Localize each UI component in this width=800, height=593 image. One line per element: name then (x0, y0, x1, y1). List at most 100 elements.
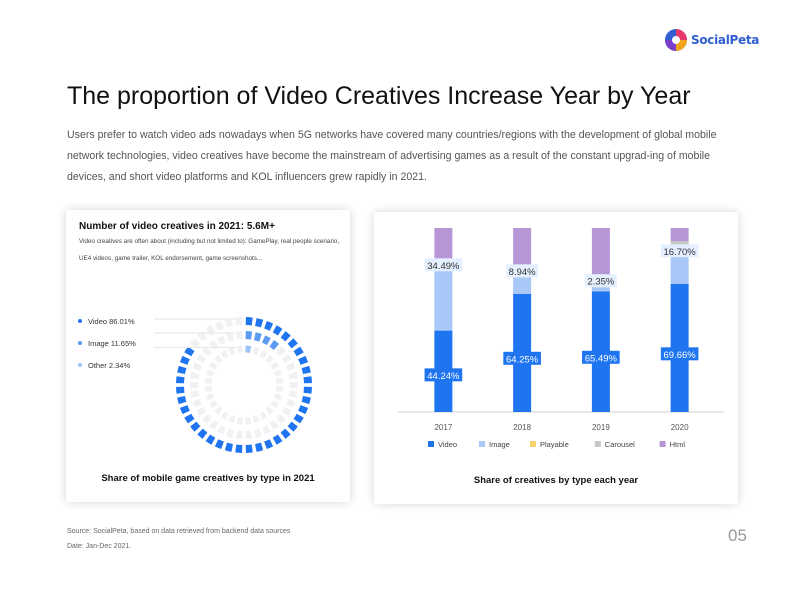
donut-segment (179, 355, 190, 365)
legend-dot-image (78, 341, 82, 345)
donut-segment (235, 430, 243, 439)
donut-segment (196, 406, 207, 417)
donut-segment (177, 365, 187, 374)
data-label-image: 8.94% (506, 264, 539, 278)
donut-segment (272, 434, 283, 445)
donut-segment (253, 428, 262, 438)
donut-segment (245, 331, 253, 340)
legend-item-other: Other 2.34% (78, 354, 136, 376)
legend-label: Html (670, 440, 686, 449)
donut-segment (293, 413, 304, 424)
donut-segment (228, 414, 236, 424)
donut-segment (245, 317, 253, 326)
data-label-box (660, 244, 699, 258)
data-label-text: 34.49% (427, 261, 460, 272)
donut-segment (209, 361, 218, 370)
data-label-image: 16.70% (660, 244, 699, 258)
donut-segment (224, 442, 233, 452)
data-label-image: 2.35% (584, 274, 617, 288)
legend-label-other: Other 2.34% (88, 360, 131, 370)
donut-segment (208, 420, 219, 430)
donut-segment (255, 318, 264, 328)
bar-caption: Share of creatives by type each year (473, 475, 639, 486)
x-tick-label: 2018 (513, 423, 531, 432)
legend-dot-video (78, 319, 82, 323)
donut-segment (273, 393, 283, 401)
legend-label-video: Video 86.01% (88, 316, 135, 326)
data-label-text: 8.94% (509, 267, 536, 278)
legend-label-image: Image 11.65% (88, 338, 136, 348)
x-tick-label: 2020 (671, 423, 689, 432)
donut-card: Number of video creatives in 2021: 5.6M+… (66, 210, 350, 502)
data-label-video: 65.49% (582, 350, 620, 364)
donut-segment (235, 331, 243, 340)
donut-chart (154, 317, 312, 453)
legend-item-image: Image (479, 440, 510, 449)
donut-segment (226, 332, 235, 342)
donut-segment (190, 338, 201, 349)
donut-segment (255, 442, 264, 452)
donut-segment (275, 386, 284, 393)
x-tick-label: 2019 (592, 423, 610, 432)
legend-item-carousel: Carousel (594, 440, 635, 449)
donut-segment (176, 376, 185, 384)
data-label-text: 69.66% (664, 350, 697, 361)
legend-swatch (479, 441, 485, 447)
source-note: Source: SocialPeta, based on data retrie… (67, 524, 290, 554)
donut-caption: Share of mobile game creatives by type i… (101, 473, 315, 484)
bar-stack-2019 (591, 228, 610, 412)
bar-card: 2017 44.24% 34.49% 2018 64.25% 8.94% 2019 65.49… (374, 212, 738, 504)
data-label-box (503, 351, 541, 365)
data-label-text: 2.35% (587, 277, 614, 288)
legend-item-image: Image 11.65% (78, 332, 136, 354)
data-label-image: 34.49% (424, 258, 463, 272)
bar-segment-html (513, 228, 532, 270)
bar-segment-html (434, 228, 453, 260)
donut-segment (224, 318, 233, 328)
data-label-text: 65.49% (585, 353, 618, 364)
donut-heading: Number of video creatives in 2021: 5.6M+ (79, 221, 275, 232)
donut-segment (273, 369, 283, 377)
donut-segment (264, 320, 274, 331)
donut-segment (287, 338, 298, 349)
date-line: Date: Jan-Dec 2021. (67, 543, 132, 550)
donut-segment (205, 434, 216, 445)
donut-segment (272, 325, 283, 336)
donut-segment (177, 396, 187, 405)
donut-segment (214, 406, 223, 415)
donut-legend: Video 86.01% Image 11.65% Other 2.34% (78, 310, 136, 376)
donut-segment (236, 416, 243, 425)
donut-segment (190, 371, 200, 380)
donut-segment (265, 355, 274, 364)
donut-segment (245, 345, 252, 354)
donut-segment (252, 346, 260, 356)
donut-segment (288, 390, 298, 399)
donut-segment (262, 335, 271, 346)
page-title: The proportion of Video Creatives Increa… (67, 82, 691, 110)
bar-segment-html (670, 228, 689, 242)
data-label-video: 64.25% (503, 351, 541, 365)
data-label-box (424, 368, 463, 382)
donut-segment (205, 369, 215, 377)
donut-segment (259, 350, 268, 359)
donut-segment (245, 444, 253, 453)
donut-segment (190, 421, 201, 432)
data-label-text: 16.70% (664, 247, 697, 258)
data-label-box (506, 264, 539, 278)
donut-segment (228, 346, 236, 356)
legend-label: Playable (540, 440, 569, 449)
bar-segment-image (670, 253, 689, 284)
donut-segment (190, 381, 199, 389)
donut-segment (275, 377, 284, 384)
brand-logo: SocialPeta (664, 28, 759, 52)
donut-segment (259, 411, 268, 420)
donut-segment (235, 444, 243, 453)
donut-segment (205, 325, 216, 336)
page-number: 05 (728, 526, 747, 545)
donut-segment (217, 335, 226, 346)
donut-segment (214, 320, 224, 331)
donut-segment (264, 439, 274, 450)
donut-segment (184, 413, 195, 424)
donut-segment (281, 353, 292, 364)
donut-segment (285, 399, 296, 408)
